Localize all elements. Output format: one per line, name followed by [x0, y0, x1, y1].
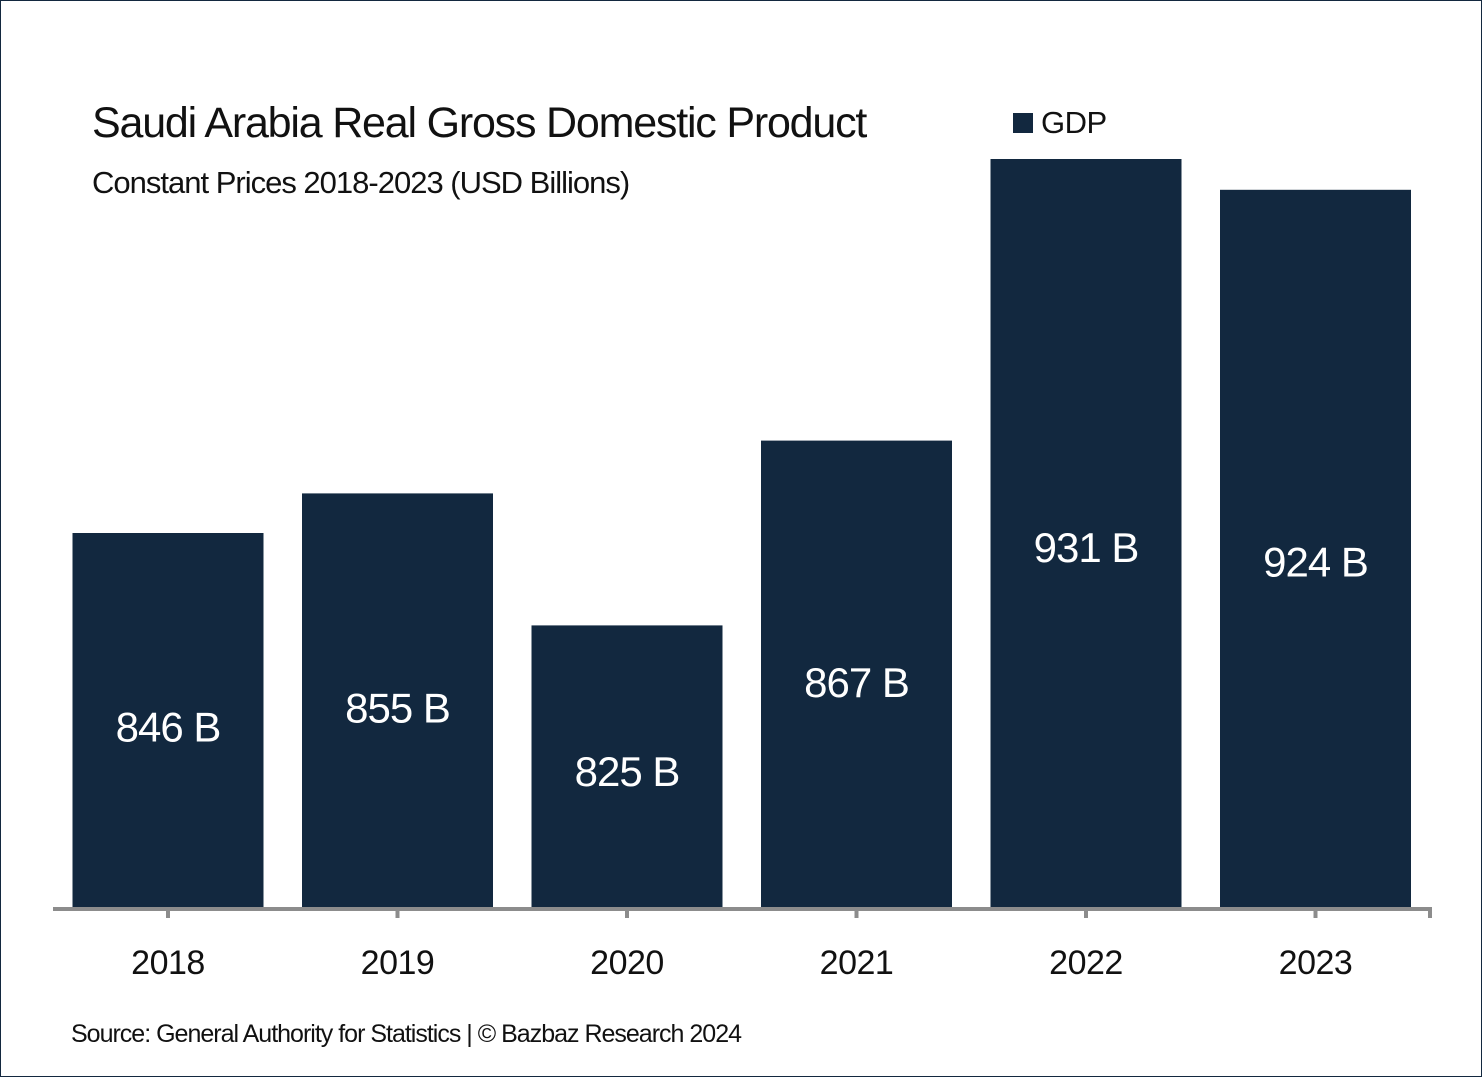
- data-label-2020: 825 B: [575, 748, 680, 795]
- bar-2020: [531, 625, 723, 907]
- legend-swatch-gdp: [1013, 113, 1033, 133]
- x-tick-2022: [1084, 910, 1088, 918]
- x-axis-end-tick: [1428, 907, 1432, 918]
- data-label-2023: 924 B: [1263, 539, 1368, 586]
- bar-2022: [990, 159, 1182, 907]
- x-tick-label-2020: 2020: [590, 944, 664, 982]
- chart-subtitle: Constant Prices 2018-2023 (USD Billions): [92, 165, 630, 200]
- bar-2018: [72, 533, 264, 907]
- x-tick-label-2018: 2018: [131, 944, 205, 982]
- data-label-2021: 867 B: [804, 659, 909, 706]
- x-tick-label-2019: 2019: [361, 944, 435, 982]
- x-tick-2023: [1313, 910, 1318, 918]
- bar-2023: [1220, 189, 1411, 908]
- x-tick-2019: [395, 910, 400, 918]
- x-tick-2020: [625, 910, 629, 918]
- source-note: Source: General Authority for Statistics…: [71, 1020, 742, 1048]
- chart-title: Saudi Arabia Real Gross Domestic Product: [92, 99, 867, 147]
- x-tick-2021: [854, 910, 859, 918]
- x-tick-2018: [166, 910, 170, 918]
- x-tick-label-2023: 2023: [1279, 944, 1353, 982]
- x-tick-label-2021: 2021: [820, 944, 894, 982]
- bar-2021: [761, 440, 952, 907]
- legend: GDP: [1013, 105, 1107, 141]
- legend-label-gdp: GDP: [1041, 105, 1107, 140]
- data-label-2022: 931 B: [1034, 524, 1139, 571]
- x-axis-line: [53, 907, 1431, 911]
- bar-2019: [302, 493, 493, 907]
- x-tick-label-2022: 2022: [1049, 944, 1123, 982]
- data-label-2019: 855 B: [345, 684, 450, 731]
- data-label-2018: 846 B: [116, 703, 221, 750]
